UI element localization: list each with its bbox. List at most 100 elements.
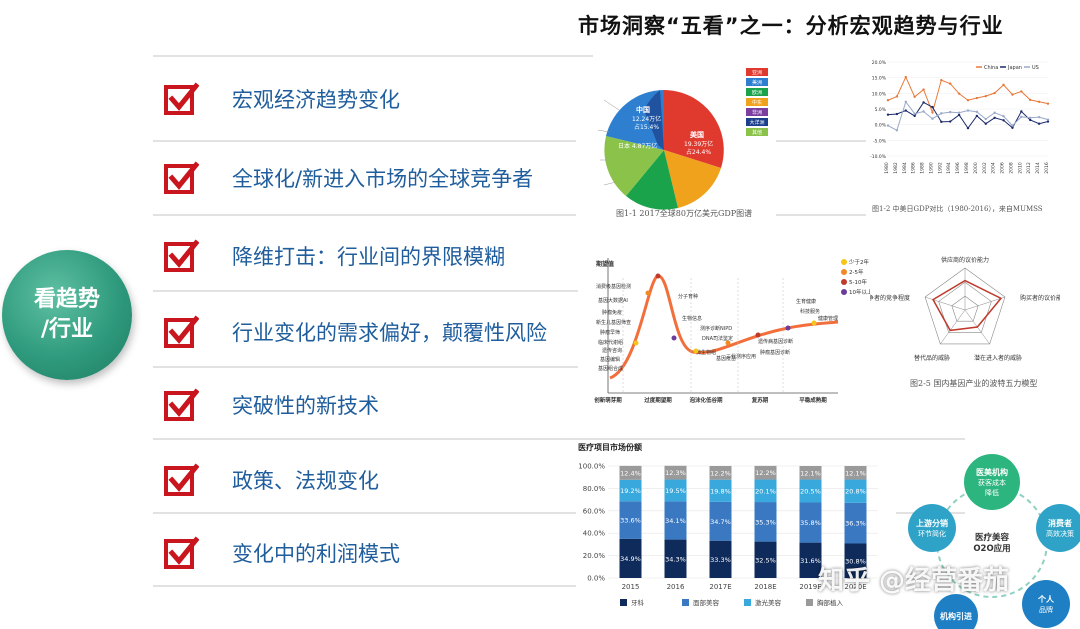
us-share: 占24.4% [686, 148, 711, 156]
cycle-node-label: 上游分销 [916, 518, 948, 528]
phase-label: 复苏期 [751, 396, 769, 404]
cycle-node-label: 消费者 [1048, 518, 1072, 528]
data-point [1011, 124, 1014, 127]
five-forces-figure: 供应商的议价能力购买者的议价能力潜在进入者的威胁 替代品的威胁 同业竞争者的竞争程度… [870, 248, 1060, 398]
data-label: 34.1% [665, 517, 686, 525]
legend-swatch [682, 599, 689, 606]
data-point [984, 117, 987, 121]
hype-item-label: 生物信息 [682, 315, 702, 322]
legend-dot [841, 269, 847, 275]
data-label: 34.9% [620, 555, 641, 563]
checklist-item-label: 变化中的利润模式 [232, 542, 400, 566]
legend-label: 大洋洲 [749, 119, 764, 126]
x-tick-label: 2004 [991, 162, 997, 174]
data-point [1011, 93, 1014, 96]
data-point [984, 94, 987, 98]
line-caption: 图1-2 中美日GDP对比（1980-2016），来自MUMSS [872, 205, 1043, 213]
legend-dot [841, 259, 847, 265]
bar-segment [709, 501, 732, 541]
data-point [886, 113, 890, 116]
o2o-figure: 医疗美容 O2O应用 医美机构 获客成本 降低 消费者 高效决策 个人 品牌 机构引进 上游分销 环节… [896, 444, 1080, 629]
data-label: 12.1% [800, 469, 821, 477]
data-point [931, 117, 934, 120]
bar-segment [754, 541, 777, 578]
legend-label: 非洲 [752, 109, 762, 116]
x-tick-label: 2008 [1008, 162, 1014, 174]
y-tick-label: 60.0% [583, 507, 606, 515]
slide-title: 市场洞察“五看”之一：分析宏观趋势与行业 [578, 14, 1004, 38]
hype-item-label: 基因大数据AI [598, 297, 628, 304]
divider [153, 366, 965, 368]
pie-slice-other [604, 136, 664, 196]
legend-label: 胸部植入 [817, 598, 844, 607]
cycle-node-label: 环节简化 [918, 529, 946, 538]
checkbox-checked-icon [164, 463, 199, 496]
bar-segment [664, 539, 687, 578]
y-tick-label: 20.0% [583, 552, 606, 560]
phase-label: 创新萌芽期 [593, 396, 622, 404]
gdp-line-chart: 20.0%15.0%10.0%5.0%0.0%-5.0%-10.0%1980 19… [870, 60, 1050, 174]
bar-segment [619, 501, 642, 539]
data-label: 36.3% [845, 520, 866, 528]
y-tick-label: 15.0% [872, 76, 887, 82]
x-tick-label: 1980 [884, 162, 890, 174]
y-tick-label: -10.0% [870, 154, 887, 160]
radar-caption: 图2-5 国内基因产业的波特五力模型 [910, 379, 1038, 388]
y-tick-label: 100.0% [578, 463, 605, 471]
data-label: 12.4% [620, 469, 641, 477]
data-point [1002, 83, 1005, 87]
data-point [922, 110, 925, 113]
gdp-pie-figure: 中国 12.24万亿 占15.4% 美国 19.39万亿 占24.4% 日本 4… [576, 60, 776, 220]
data-label: 30.8% [845, 557, 866, 565]
hype-item-label: 生育健康 [796, 298, 816, 305]
legend-swatch [806, 599, 813, 606]
data-point [966, 126, 970, 130]
data-point [904, 75, 907, 79]
data-point [949, 82, 952, 85]
data-label: 12.3% [665, 469, 686, 477]
hype-item-label: 三代测序应用 [726, 353, 756, 360]
us-label: 美国 [690, 130, 704, 139]
data-point [895, 129, 899, 132]
hype-dot [633, 340, 639, 346]
checklist-item: 突破性的新技术 [163, 385, 379, 425]
data-label: 12.1% [845, 469, 866, 477]
legend-label: 中东 [752, 99, 762, 106]
x-tick-label: 1998 [964, 162, 970, 174]
pie-slice-europe [626, 150, 678, 210]
divider [153, 55, 593, 57]
radar-spoke [940, 309, 966, 345]
data-label: 19.8% [710, 487, 731, 495]
legend-label: Japan [1007, 65, 1022, 71]
hype-dot [645, 290, 651, 296]
japan-label: 日本 4.87万亿 [618, 142, 657, 150]
legend-label: 面部美容 [693, 598, 720, 607]
topic-badge: 看趋势/行业 [2, 250, 132, 380]
data-point [913, 95, 916, 98]
cycle-node-label: 获客成本 [978, 478, 1006, 487]
hype-dot [755, 332, 761, 338]
legend-label: US [1032, 65, 1039, 71]
gdp-line-figure: 20.0% 15.0% 10.0% 5.0% 0.0% -5.0% -10.0% 1980 19… [866, 56, 1056, 216]
bar-segment [799, 479, 822, 503]
radar-value-shape [932, 279, 1003, 332]
phase-label: 泡沫化低谷期 [689, 396, 723, 404]
hype-item-label: 基因疫苗 [716, 355, 736, 362]
data-point [1020, 90, 1023, 93]
cycle-node [1022, 580, 1070, 628]
hype-item-label: 健康管理 [818, 315, 838, 322]
legend-label: 5-10年 [849, 278, 867, 286]
y-tick-label: 5.0% [875, 107, 887, 113]
data-label: 19.5% [665, 487, 686, 495]
bar-segment [799, 466, 822, 480]
x-tick-label: 1986 [911, 162, 917, 174]
checklist-item: 政策、法规变化 [163, 460, 379, 500]
hype-item-label: DNA司法鉴定 [702, 335, 733, 342]
cycle-node-label: 品牌 [1039, 605, 1053, 614]
hype-item-label: 遗传咨询 [602, 347, 622, 354]
radar-axis-label: 替代品的威胁 [914, 354, 950, 362]
checkbox-checked-icon [164, 388, 199, 421]
data-point [1046, 118, 1050, 121]
checkbox-checked-icon [164, 82, 199, 115]
